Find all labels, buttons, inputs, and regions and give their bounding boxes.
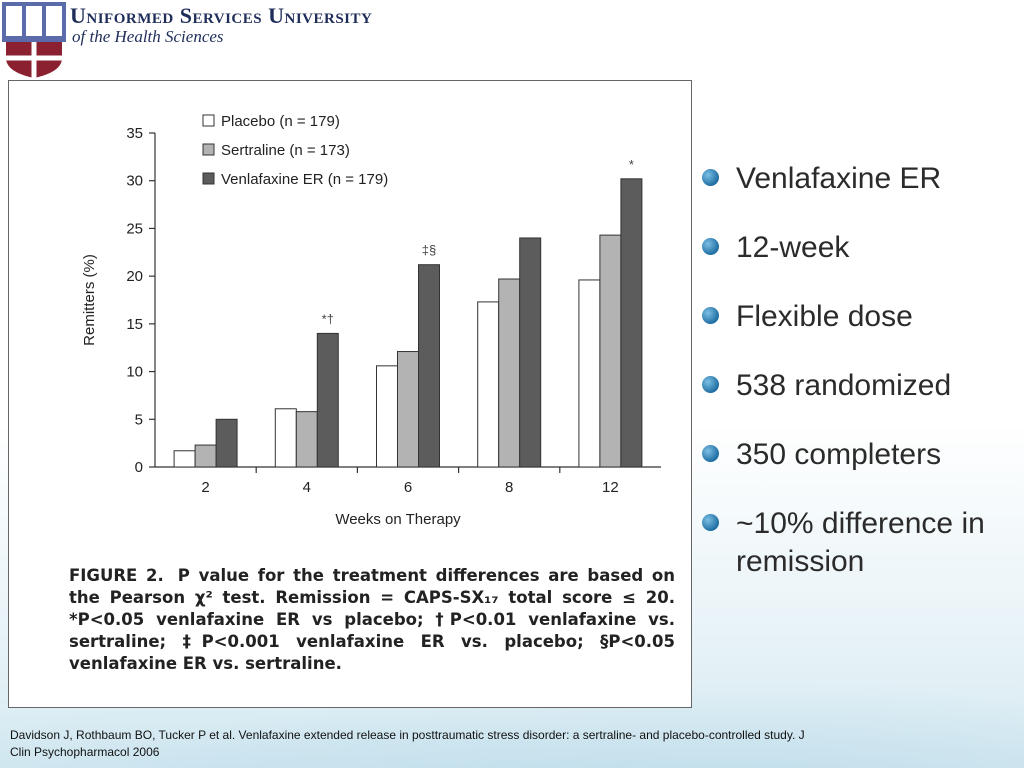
y-tick-label: 0 (135, 459, 143, 476)
y-tick-label: 5 (135, 411, 143, 428)
x-tick-label: 2 (201, 479, 209, 496)
bar (498, 278, 521, 468)
bullet-icon (702, 445, 719, 462)
figure-caption: FIGURE 2. P value for the treatment diffe… (69, 565, 675, 675)
figure-caption-text: P value for the treatment differences ar… (69, 566, 675, 673)
bullet-item: Venlafaxine ER (702, 160, 1012, 198)
bar (274, 408, 297, 468)
bullet-item: 538 randomized (702, 367, 1012, 405)
bullet-icon (702, 169, 719, 186)
university-title: Uniformed Services University (70, 3, 373, 28)
significance-annotation: *† (322, 311, 334, 326)
y-axis-title: Remitters (%) (81, 254, 98, 346)
bar (418, 264, 440, 468)
legend-label: Sertraline (n = 173) (221, 142, 350, 159)
bar (397, 351, 419, 468)
bullet-list: Venlafaxine ER 12-week Flexible dose 538… (702, 160, 1012, 612)
bullet-icon (702, 514, 719, 531)
bullet-item: Flexible dose (702, 298, 1012, 336)
legend-label: Placebo (n = 179) (221, 113, 340, 130)
legend-swatch (202, 143, 215, 156)
y-tick-label: 30 (126, 173, 143, 190)
y-tick-label: 10 (126, 364, 143, 381)
x-tick-label: 4 (303, 479, 311, 496)
bar (477, 301, 500, 468)
bar (194, 444, 217, 468)
x-tick-label: 8 (505, 479, 513, 496)
bar (599, 234, 622, 468)
bullet-icon (702, 307, 719, 324)
bullet-item: ~10% difference in remission (702, 505, 1012, 581)
bar (173, 450, 196, 468)
bullet-text: 350 completers (736, 438, 942, 471)
header: Uniformed Services University of the Hea… (0, 0, 480, 82)
figure-frame: 0 5 10 15 20 25 30 35 2 4 *† 6 ‡§ 8 12 * Weeks on Therap… (8, 80, 692, 708)
bar (316, 332, 339, 468)
bar (376, 365, 398, 468)
figure-caption-label: FIGURE 2. (69, 566, 164, 585)
bullet-text: 12-week (736, 231, 850, 264)
bullet-text: Flexible dose (736, 300, 913, 333)
legend-label: Venlafaxine ER (n = 179) (221, 171, 388, 188)
university-subtitle: of the Health Sciences (72, 27, 224, 46)
bullet-icon (702, 238, 719, 255)
x-tick-label: 6 (404, 479, 412, 496)
y-tick-label: 35 (126, 125, 143, 142)
significance-annotation: * (629, 157, 634, 172)
remission-bar-chart: 0 5 10 15 20 25 30 35 2 4 *† 6 ‡§ 8 12 * Weeks on Therap… (81, 113, 661, 528)
bullet-text: ~10% difference in remission (736, 507, 985, 578)
y-tick-label: 15 (126, 316, 143, 333)
bullet-text: 538 randomized (736, 369, 952, 402)
significance-annotation: ‡§ (422, 243, 436, 258)
legend-swatch (202, 172, 215, 185)
usu-logo-icon (2, 2, 66, 78)
bar (620, 178, 643, 468)
bullet-text: Venlafaxine ER (736, 162, 942, 195)
x-tick-label: 12 (602, 479, 619, 496)
x-axis-title: Weeks on Therapy (335, 511, 461, 528)
bar (215, 418, 238, 468)
bullet-icon (702, 376, 719, 393)
bullet-item: 12-week (702, 229, 1012, 267)
bar (578, 279, 601, 468)
y-tick-label: 25 (126, 220, 143, 237)
y-tick-label: 20 (126, 268, 143, 285)
citation: Davidson J, Rothbaum BO, Tucker P et al.… (10, 728, 805, 759)
bar (519, 237, 542, 468)
bar (295, 411, 318, 468)
legend-swatch (202, 114, 215, 127)
bullet-item: 350 completers (702, 436, 1012, 474)
